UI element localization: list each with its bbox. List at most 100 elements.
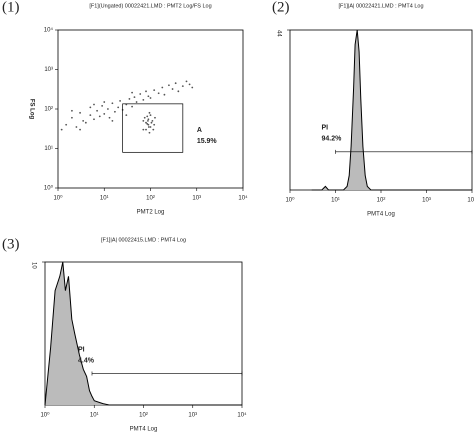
scatter-point [148, 131, 151, 134]
scatter-point [131, 91, 133, 94]
scatter-point [135, 101, 138, 103]
scatter-point [151, 119, 154, 122]
plot-frame [289, 29, 473, 191]
x-axis-label: PMT2 Log [137, 210, 165, 216]
scatter-point [142, 119, 145, 122]
panel-label: (2) [272, 0, 290, 15]
x-tick-label: 10⁰ [53, 195, 63, 202]
scatter-point [75, 126, 78, 128]
histogram-fill [311, 30, 472, 190]
panel-label: (1) [2, 0, 20, 15]
panel-label: (3) [2, 236, 20, 252]
scatter-point [79, 111, 81, 114]
scatter-point [149, 126, 152, 128]
y-tick-label: 10³ [44, 67, 53, 73]
gate-name: A [197, 127, 202, 134]
scatter-point [103, 101, 106, 103]
scatter-point [157, 92, 160, 95]
scatter-point [71, 116, 73, 119]
scatter-point [111, 102, 114, 105]
x-tick-label: 10¹ [90, 413, 99, 419]
scatter-point [171, 88, 174, 90]
scatter-point [177, 90, 180, 93]
scatter-point [103, 113, 106, 115]
scatter-point [98, 115, 101, 118]
x-tick-label: 10³ [422, 198, 431, 204]
scatter-point [163, 93, 166, 96]
scatter-point [153, 123, 156, 126]
scatter-point [131, 105, 133, 108]
histogram-line [44, 261, 242, 406]
x-tick-label: 10⁴ [237, 412, 247, 419]
scatter-point [185, 80, 188, 83]
scatter-point [82, 119, 85, 122]
scatter-point [107, 108, 109, 110]
x-tick-label: 10¹ [331, 198, 340, 204]
y-tick-label: 10⁴ [44, 27, 54, 34]
y-tick-label: 10¹ [44, 146, 53, 152]
x-tick-label: 10⁰ [40, 412, 50, 419]
plot-title: [F1]|A| 00022421.LMD : PMT4 Log [338, 3, 423, 9]
scatter-point [71, 109, 73, 112]
gate-name: PI [322, 125, 329, 132]
gate-percent: 4.4% [78, 357, 95, 364]
x-tick-label: 10⁰ [285, 197, 295, 204]
scatter-point [146, 115, 149, 118]
scatter-point [147, 126, 150, 128]
gate-percent: 15.9% [197, 138, 218, 145]
x-tick-label: 10¹ [100, 196, 109, 202]
scatter-point [152, 128, 155, 131]
scatter-point [150, 121, 153, 124]
scatter-point [65, 123, 68, 126]
scatter-point [145, 90, 147, 93]
x-tick-label: 10² [146, 196, 155, 202]
x-axis-label: PMT4 Log [367, 212, 395, 218]
x-tick-label: 10³ [188, 413, 197, 419]
scatter-point [145, 121, 147, 124]
scatter-point [128, 98, 131, 100]
gate-name: PI [78, 346, 85, 353]
scatter-point [149, 114, 152, 117]
scatter-point [148, 111, 151, 114]
scatter-point [181, 85, 184, 87]
plot-frame [57, 29, 244, 189]
scatter-point [191, 86, 194, 89]
scatter-point [147, 118, 150, 121]
scatter-point [89, 114, 92, 117]
scatter-point [93, 103, 95, 106]
scatter-point [143, 116, 146, 119]
scatter-point [117, 106, 120, 109]
y-tick-label: 10⁰ [44, 185, 54, 192]
x-tick-label: 10³ [192, 196, 201, 202]
scatter-point [147, 95, 150, 98]
scatter-point [79, 128, 81, 131]
y-tick-label: 10 [30, 262, 36, 269]
histogram-line [311, 29, 472, 191]
scatter-point [188, 83, 191, 86]
scatter-point [145, 128, 147, 131]
scatter-point [133, 96, 136, 99]
plot-title: [F1]|A| 00022415.LMD : PMT4 Log [101, 237, 186, 243]
scatter-point [60, 128, 63, 131]
x-tick-label: 10⁴ [467, 197, 474, 204]
scatter-point [161, 86, 164, 89]
scatter-point [168, 84, 170, 87]
scatter-point [108, 116, 111, 119]
y-axis-label: FS Log [28, 99, 34, 120]
x-axis-label: PMT4 Log [130, 427, 158, 433]
plot-title: [F1](Ungated) 00022421.LMD : PMT2 Log/FS… [89, 3, 211, 9]
scatter-point [93, 118, 95, 121]
scatter-point [114, 110, 116, 113]
scatter-point [119, 100, 121, 102]
scatter-point [147, 119, 149, 122]
scatter-point [125, 114, 128, 117]
gate-region [122, 103, 184, 153]
x-tick-label: 10² [377, 198, 386, 204]
scatter-point [174, 82, 177, 85]
scatter-point [149, 97, 152, 99]
x-tick-label: 10⁴ [238, 195, 248, 202]
scatter-point [96, 109, 98, 112]
scatter-point [146, 122, 149, 125]
histogram-fill [45, 262, 242, 405]
